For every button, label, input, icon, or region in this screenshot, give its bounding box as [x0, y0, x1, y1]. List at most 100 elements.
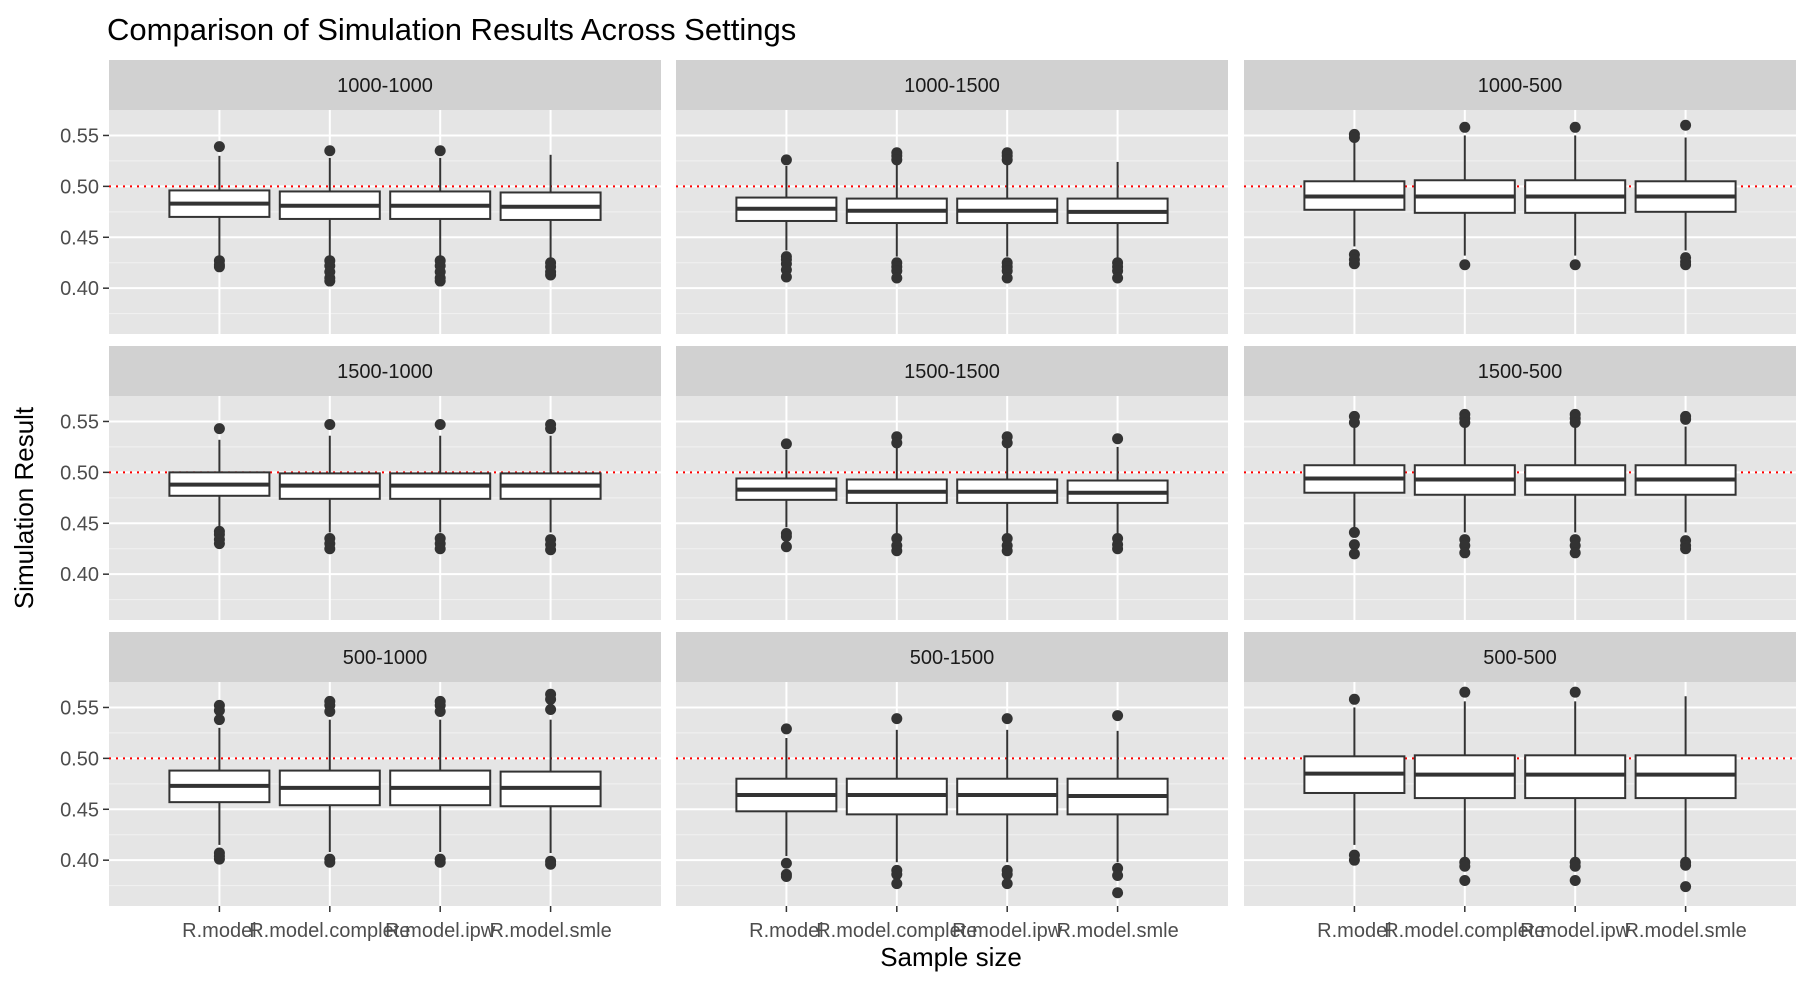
outlier-point [324, 275, 336, 287]
outlier-point [1348, 258, 1360, 270]
facet-strip-label: 500-1500 [910, 647, 995, 669]
box [1524, 754, 1627, 800]
facet-panel: 1000-500 [1244, 60, 1796, 334]
panel-background [676, 396, 1228, 620]
outlier-point [1112, 869, 1124, 881]
outlier-point [1459, 547, 1471, 559]
outlier-point [1459, 416, 1471, 428]
outlier-point [213, 261, 225, 273]
outlier-point [1001, 154, 1013, 166]
outlier-point [1001, 272, 1013, 284]
facet-strip-label: 1000-500 [1478, 75, 1563, 97]
facet-strip [676, 60, 1228, 110]
outlier-point [324, 145, 336, 157]
y-tick-label: 0.50 [60, 176, 99, 198]
boxplot-R-model-smle [1066, 433, 1169, 555]
y-tick-label: 0.55 [60, 411, 99, 433]
y-tick-label: 0.50 [60, 462, 99, 484]
outlier-point [1680, 413, 1692, 425]
outlier-point [434, 419, 446, 431]
facet-panel: 500-1000 0.40 0.45 0.50 0.55 R.modelR.model.c… [60, 632, 661, 942]
facet-strip [1244, 346, 1796, 396]
outlier-point [891, 878, 903, 890]
facet-strip-label: 1000-1000 [337, 75, 433, 97]
outlier-point [1569, 860, 1581, 872]
boxplot-R-model-ipw [956, 713, 1059, 890]
outlier-point [891, 868, 903, 880]
outlier-point [213, 141, 225, 153]
outlier-point [434, 543, 446, 555]
outlier-point [1680, 881, 1692, 893]
x-tick-label: R.model [749, 920, 823, 942]
facet-strip-label: 1500-1000 [337, 361, 433, 383]
boxplot-R-model-smle [499, 419, 602, 556]
outlier-point [1459, 686, 1471, 698]
x-tick-label: R.model.ipw [1520, 920, 1631, 942]
outlier-point [213, 853, 225, 865]
facet-strip [109, 346, 661, 396]
outlier-point [213, 714, 225, 726]
boxplot-R-model-smle [1066, 161, 1169, 284]
boxplot-R-model-ipw [956, 147, 1059, 284]
y-tick-label: 0.55 [60, 697, 99, 719]
boxplot-R-model [735, 438, 838, 553]
boxplot-R-model [735, 154, 838, 283]
outlier-point [1112, 433, 1124, 445]
x-tick-label: R.model.ipw [952, 920, 1063, 942]
boxplot-R-model-ipw [956, 431, 1059, 557]
outlier-point [434, 145, 446, 157]
outlier-point [1348, 539, 1360, 551]
boxplot-R-model-ipw [1524, 408, 1627, 559]
outlier-point [434, 275, 446, 287]
outlier-point [1001, 545, 1013, 557]
outlier-point [324, 706, 336, 718]
outlier-point [780, 531, 792, 543]
boxplot-R-model-smle [1634, 410, 1737, 555]
boxplot-R-model-complete [845, 713, 948, 890]
outlier-point [324, 856, 336, 868]
x-tick-label: R.model [182, 920, 256, 942]
outlier-point [780, 857, 792, 869]
outlier-point [780, 154, 792, 166]
outlier-point [324, 419, 336, 431]
outlier-point [545, 858, 557, 870]
facet-strip-label: 500-500 [1483, 647, 1556, 669]
boxplot-R-model-complete [278, 145, 381, 287]
boxplot-R-model-smle [1066, 710, 1169, 899]
outlier-point [1680, 859, 1692, 871]
boxplot-R-model-smle [1634, 119, 1737, 271]
facet-strip-label: 1000-1500 [904, 75, 1000, 97]
outlier-point [1680, 259, 1692, 271]
outlier-point [1459, 121, 1471, 133]
outlier-point [1001, 713, 1013, 725]
facet-panel: 1500-500 [1244, 346, 1796, 620]
outlier-point [1569, 547, 1581, 559]
outlier-point [891, 272, 903, 284]
x-tick-label: R.model.smle [489, 920, 611, 942]
facet-strip [676, 346, 1228, 396]
outlier-point [1459, 259, 1471, 271]
facet-grid: 1000-1000 0.40 0.45 0.50 0.55 1000-1500 1000-5… [60, 60, 1796, 942]
outlier-point [780, 723, 792, 735]
outlier-point [1348, 693, 1360, 705]
facet-strip [109, 632, 661, 682]
x-tick-label: R.model.complete [816, 920, 977, 942]
outlier-point [1569, 686, 1581, 698]
outlier-point [1459, 860, 1471, 872]
boxplot-R-model [168, 141, 271, 273]
panel-background [109, 110, 661, 334]
outlier-point [1348, 526, 1360, 538]
x-tick-label: R.model [1317, 920, 1391, 942]
outlier-point [1348, 416, 1360, 428]
outlier-point [545, 423, 557, 435]
outlier-point [1569, 121, 1581, 133]
outlier-point [1001, 868, 1013, 880]
outlier-point [545, 703, 557, 715]
outlier-point [434, 706, 446, 718]
y-axis-title: Simulation Result [9, 406, 39, 609]
y-tick-label: 0.55 [60, 125, 99, 147]
boxplot-R-model-complete [1413, 686, 1516, 887]
outlier-point [434, 856, 446, 868]
x-tick-label: R.model.complete [1384, 920, 1545, 942]
outlier-point [213, 538, 225, 550]
